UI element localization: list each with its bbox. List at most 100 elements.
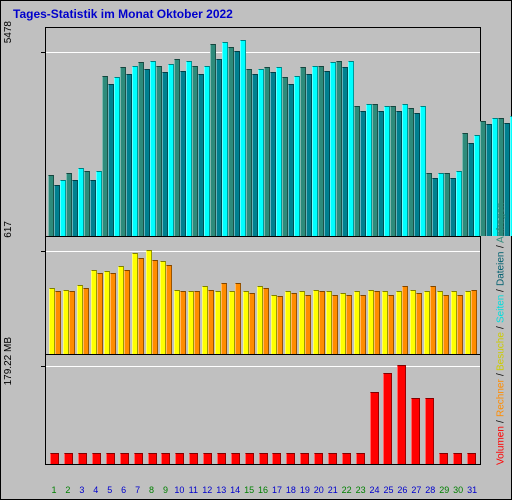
- day-group: [298, 237, 312, 354]
- bar-rechner: [388, 295, 394, 354]
- bar-volumen: [120, 453, 129, 464]
- day-group: [246, 28, 264, 236]
- tick: [41, 251, 46, 252]
- day-group: [339, 237, 353, 354]
- bar-volumen: [439, 453, 448, 464]
- day-group: [104, 355, 118, 464]
- day-group: [409, 355, 423, 464]
- x-axis-label: 4: [89, 485, 103, 495]
- bar-rechner: [360, 295, 366, 354]
- bar-rechner: [430, 286, 436, 354]
- x-axis-label: 2: [61, 485, 75, 495]
- bar-rechner: [443, 295, 449, 354]
- day-group: [173, 355, 187, 464]
- day-group: [381, 355, 395, 464]
- day-group: [444, 28, 462, 236]
- bar-volumen: [203, 453, 212, 464]
- bar-rechner: [332, 295, 338, 354]
- day-group: [84, 28, 102, 236]
- day-group: [353, 237, 367, 354]
- bar-rechner: [263, 288, 269, 354]
- legend-item: Dateien: [496, 251, 507, 285]
- bar-volumen: [397, 365, 406, 464]
- day-group: [66, 28, 84, 236]
- bar-volumen: [342, 453, 351, 464]
- day-group: [423, 355, 437, 464]
- day-group: [284, 237, 298, 354]
- day-group: [312, 237, 326, 354]
- x-axis-label: 25: [382, 485, 396, 495]
- x-axis-label: 15: [242, 485, 256, 495]
- bar-volumen: [383, 373, 392, 464]
- day-group: [117, 355, 131, 464]
- bar-volumen: [92, 453, 101, 464]
- panel-bottom: [46, 355, 480, 464]
- bar-rechner: [152, 260, 158, 354]
- bar-rechner: [97, 273, 103, 354]
- bar-volumen: [217, 453, 226, 464]
- bar-rechner: [305, 295, 311, 354]
- day-group: [62, 237, 76, 354]
- x-axis-label: 9: [159, 485, 173, 495]
- bar-rechner: [124, 270, 130, 354]
- day-group: [298, 355, 312, 464]
- bar-volumen: [175, 453, 184, 464]
- day-group: [131, 355, 145, 464]
- bars-group: [46, 237, 480, 354]
- day-group: [353, 355, 367, 464]
- bar-rechner: [83, 288, 89, 354]
- day-group: [76, 237, 90, 354]
- day-group: [464, 237, 478, 354]
- day-group: [367, 355, 381, 464]
- legend-item: Anfragen: [496, 202, 507, 243]
- day-group: [300, 28, 318, 236]
- tick: [41, 366, 46, 367]
- day-group: [173, 237, 187, 354]
- day-group: [48, 355, 62, 464]
- day-group: [145, 237, 159, 354]
- legend-separator: /: [496, 420, 507, 423]
- x-axis-label: 6: [117, 485, 131, 495]
- bar-volumen: [50, 453, 59, 464]
- x-axis-label: 22: [340, 485, 354, 495]
- day-group: [408, 28, 426, 236]
- day-group: [187, 355, 201, 464]
- day-group: [210, 28, 228, 236]
- day-group: [372, 28, 390, 236]
- day-group: [437, 237, 451, 354]
- tick: [41, 52, 46, 53]
- day-group: [395, 237, 409, 354]
- bars-group: [46, 28, 480, 236]
- bar-rechner: [235, 283, 241, 354]
- day-group: [174, 28, 192, 236]
- day-group: [48, 28, 66, 236]
- x-axis-label: 16: [256, 485, 270, 495]
- legend-separator: /: [496, 289, 507, 292]
- day-group: [381, 237, 395, 354]
- day-group: [131, 237, 145, 354]
- x-axis-label: 1: [47, 485, 61, 495]
- x-axis-label: 24: [368, 485, 382, 495]
- x-axis: 1234567891011121314151617181920212223242…: [45, 485, 481, 495]
- legend-separator: /: [496, 326, 507, 329]
- day-group: [120, 28, 138, 236]
- bar-volumen: [370, 392, 379, 464]
- legend-item: Volumen: [496, 426, 507, 465]
- day-group: [228, 28, 246, 236]
- day-group: [264, 28, 282, 236]
- x-axis-label: 31: [465, 485, 479, 495]
- day-group: [62, 355, 76, 464]
- bar-volumen: [231, 453, 240, 464]
- day-group: [336, 28, 354, 236]
- day-group: [284, 355, 298, 464]
- bar-volumen: [411, 398, 420, 464]
- day-group: [90, 355, 104, 464]
- day-group: [367, 237, 381, 354]
- bar-rechner: [319, 291, 325, 354]
- day-group: [228, 237, 242, 354]
- bar-volumen: [286, 453, 295, 464]
- panel-middle: [46, 237, 480, 355]
- x-axis-label: 8: [145, 485, 159, 495]
- day-group: [201, 355, 215, 464]
- legend-item: Rechner: [496, 379, 507, 417]
